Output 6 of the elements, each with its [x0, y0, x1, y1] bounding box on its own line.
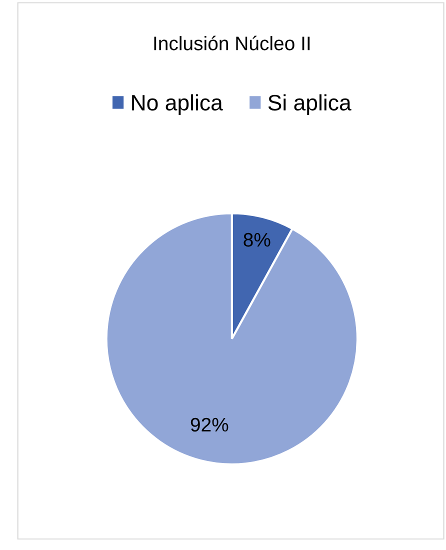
pie-slice: [105, 212, 359, 466]
data-label: 8%: [244, 232, 270, 247]
data-label: 92%: [190, 418, 228, 432]
chart-title: Inclusión Núcleo II: [154, 36, 310, 50]
legend-label: Si aplica: [268, 94, 352, 115]
legend-label: No aplica: [132, 94, 223, 115]
